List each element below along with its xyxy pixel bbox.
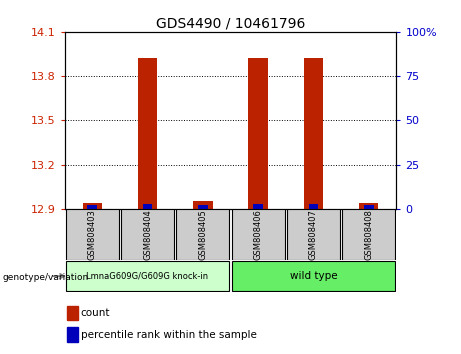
Text: GSM808405: GSM808405 [198, 209, 207, 260]
Bar [65, 261, 230, 291]
Bar [359, 203, 378, 209]
Bar [287, 209, 340, 260]
Bar [193, 201, 213, 209]
Text: count: count [81, 308, 110, 318]
Text: GSM808404: GSM808404 [143, 209, 152, 260]
Bar [304, 58, 323, 209]
Text: GSM808407: GSM808407 [309, 209, 318, 260]
Text: GSM808403: GSM808403 [88, 209, 97, 260]
Bar [364, 205, 374, 209]
Bar [198, 205, 208, 209]
Bar [121, 209, 174, 260]
Bar [87, 205, 97, 209]
Bar [248, 58, 268, 209]
Text: wild type: wild type [290, 271, 337, 281]
Bar [231, 209, 285, 260]
Bar [138, 58, 157, 209]
Text: LmnaG609G/G609G knock-in: LmnaG609G/G609G knock-in [87, 272, 208, 281]
Bar [253, 204, 263, 209]
Text: GSM808406: GSM808406 [254, 209, 263, 260]
Bar [65, 209, 119, 260]
Text: percentile rank within the sample: percentile rank within the sample [81, 330, 257, 339]
Bar [342, 209, 396, 260]
Title: GDS4490 / 10461796: GDS4490 / 10461796 [156, 17, 305, 31]
Text: GSM808408: GSM808408 [364, 209, 373, 260]
Text: genotype/variation: genotype/variation [2, 273, 89, 282]
Bar [308, 204, 319, 209]
Bar [83, 203, 102, 209]
Bar [231, 261, 396, 291]
Bar [176, 209, 230, 260]
Bar [142, 204, 153, 209]
